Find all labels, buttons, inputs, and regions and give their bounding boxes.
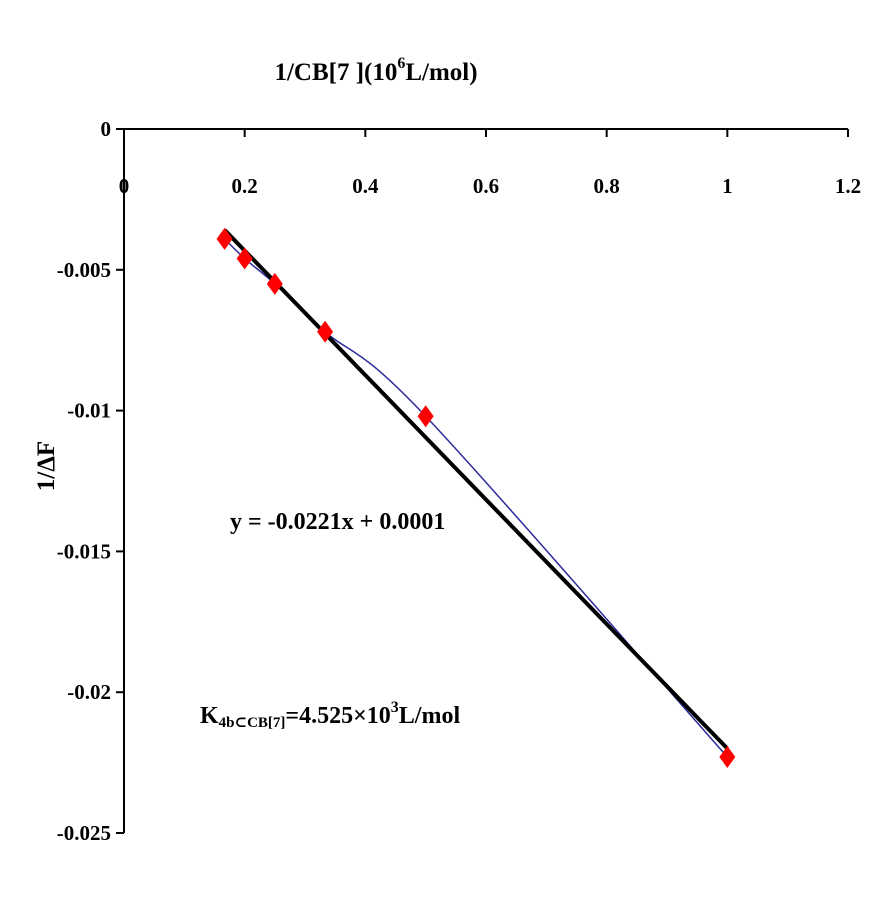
x-tick-label: 0.8 — [594, 174, 620, 198]
x-tick-label: 0.2 — [232, 174, 258, 198]
k-text: =4.525×10 — [285, 703, 390, 729]
data-point — [317, 320, 334, 343]
chart-title-main: 1/CB[7 ](10 — [274, 59, 397, 86]
data-point — [266, 272, 283, 295]
k-subscript: 4b⊂CB[7] — [219, 715, 286, 731]
data-point — [417, 405, 434, 428]
y-tick-label: -0.02 — [67, 680, 111, 704]
trendline — [223, 228, 729, 750]
y-ticks — [116, 128, 124, 834]
binding-constant-annotation: K4b⊂CB[7]=4.525×103L/mol — [200, 699, 460, 731]
chart-title-sup: 6 — [397, 55, 405, 72]
y-tick-label: 0 — [101, 117, 112, 141]
x-tick-label: 1.2 — [835, 174, 861, 198]
y-tick-label: -0.015 — [57, 539, 111, 563]
y-tick-label: -0.005 — [57, 258, 111, 282]
k-sup: 3 — [391, 699, 399, 716]
chart-title: 1/CB[7 ](106L/mol) — [274, 55, 477, 86]
trendline-equation: y = -0.0221x + 0.0001 — [230, 509, 445, 535]
y-tick-label: -0.025 — [57, 821, 111, 845]
x-ticks — [123, 129, 849, 137]
y-axis-label: 1/ΔF — [33, 441, 60, 491]
y-tick-labels: 0 -0.005 -0.01 -0.015 -0.02 -0.025 — [57, 117, 111, 845]
x-tick-labels: 0 0.2 0.4 0.6 0.8 1 1.2 — [119, 174, 861, 198]
x-tick-label: 0.6 — [473, 174, 499, 198]
data-point — [236, 247, 253, 270]
x-tick-label: 1 — [722, 174, 733, 198]
k-tail: L/mol — [399, 703, 461, 729]
data-markers — [216, 227, 736, 768]
y-tick-label: -0.01 — [67, 399, 111, 423]
series-connector-line — [224, 238, 728, 758]
data-point — [216, 227, 233, 250]
data-point — [719, 745, 736, 768]
x-tick-label: 0.4 — [352, 174, 379, 198]
chart-title-tail: L/mol) — [405, 59, 477, 86]
x-tick-label: 0 — [119, 174, 130, 198]
k-prefix: K — [200, 703, 219, 729]
